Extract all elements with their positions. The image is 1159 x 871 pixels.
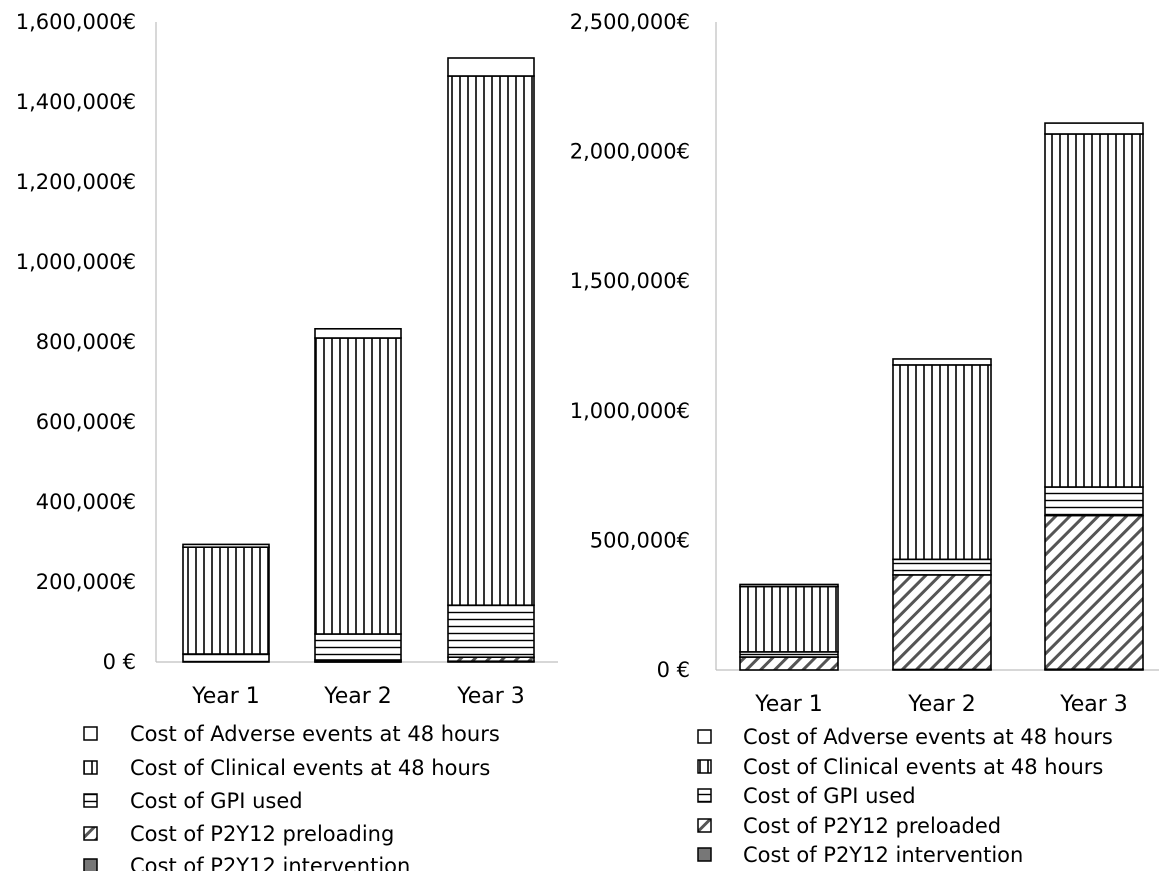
chart1-y-tick-label: 600,000€: [36, 410, 136, 434]
chart1-y-tick-label: 200,000€: [36, 570, 136, 594]
chart2-y-tick-label: 1,500,000€: [570, 269, 690, 293]
chart1-x-tick-label: Year 3: [456, 684, 525, 709]
chart2-bar-segment: [892, 358, 992, 366]
chart1-bar-segment: [182, 546, 270, 655]
chart2-bar-segment: [739, 585, 839, 653]
chart2-legend-label: Cost of Adverse events at 48 hours: [743, 725, 1113, 749]
chart2-bar-segment: [1044, 514, 1144, 671]
chart2-bar-segment: [1044, 122, 1144, 135]
chart1-legend-swatch: [83, 726, 98, 741]
chart2-x-tick-label: Year 1: [754, 692, 823, 717]
chart1-bar-segment: [314, 337, 402, 635]
chart1-legend-swatch: [83, 793, 98, 808]
chart1-legend-swatch: [83, 858, 98, 871]
chart1-legend-label: Cost of Clinical events at 48 hours: [130, 756, 490, 780]
chart1-bar-segment: [447, 604, 535, 659]
chart1-y-tick-label: 1,000,000€: [16, 250, 136, 274]
chart2-bar-segment: [739, 583, 839, 588]
chart2-y-tick-label: 500,000€: [590, 528, 690, 552]
chart1-legend-swatch: [83, 826, 98, 841]
chart1-legend-label: Cost of P2Y12 preloading: [130, 822, 394, 846]
chart2-y-tick-label: 2,500,000€: [570, 10, 690, 34]
chart2-legend-swatch: [697, 788, 712, 803]
chart2-legend-label: Cost of P2Y12 intervention: [743, 843, 1023, 867]
chart1-bar-segment: [182, 653, 270, 663]
chart2-legend-swatch: [697, 759, 712, 774]
chart2-legend-swatch: [697, 818, 712, 833]
chart2-legend-label: Cost of GPI used: [743, 784, 916, 808]
chart2-bar-segment: [892, 558, 992, 576]
chart2-legend-swatch: [697, 847, 712, 862]
chart1-legend-label: Cost of GPI used: [130, 789, 303, 813]
chart2-bar-segment: [892, 364, 992, 561]
chart2-x-tick-label: Year 3: [1059, 692, 1128, 717]
chart1-y-tick-label: 400,000€: [36, 490, 136, 514]
chart2-x-tick-label: Year 2: [907, 692, 976, 717]
chart2-legend-label: Cost of P2Y12 preloaded: [743, 814, 1001, 838]
chart2-y-tick-label: 1,000,000€: [570, 399, 690, 423]
chart1-bar-segment: [314, 327, 402, 339]
chart1-y-tick-label: 800,000€: [36, 330, 136, 354]
chart2-bar-segment: [892, 574, 992, 671]
chart2-legend-label: Cost of Clinical events at 48 hours: [743, 755, 1103, 779]
chart2-y-tick-label: 2,000,000€: [570, 140, 690, 164]
chart1-bar-segment: [447, 75, 535, 607]
chart1-y-tick-label: 1,400,000€: [16, 90, 136, 114]
chart1-x-tick-label: Year 1: [191, 684, 260, 709]
chart1-legend-swatch: [83, 760, 98, 775]
chart1-legend-label: Cost of Adverse events at 48 hours: [130, 722, 500, 746]
chart1-y-tick-label: 0 €: [103, 650, 136, 674]
chart1-legend-label: Cost of P2Y12 intervention: [130, 854, 410, 871]
chart1-bar-segment: [182, 543, 270, 549]
chart2-y-tick-label: 0 €: [657, 658, 690, 682]
chart2-bar-segment: [1044, 133, 1144, 488]
chart2-bar-segment: [1044, 486, 1144, 517]
chart1-y-tick-label: 1,600,000€: [16, 10, 136, 34]
chart2-legend-swatch: [697, 729, 712, 744]
chart1-x-tick-label: Year 2: [323, 684, 392, 709]
chart1-bar-segment: [314, 633, 402, 661]
chart2-bar-segment: [739, 656, 839, 671]
chart1-bar-segment: [447, 57, 535, 77]
chart1-y-tick-label: 1,200,000€: [16, 170, 136, 194]
